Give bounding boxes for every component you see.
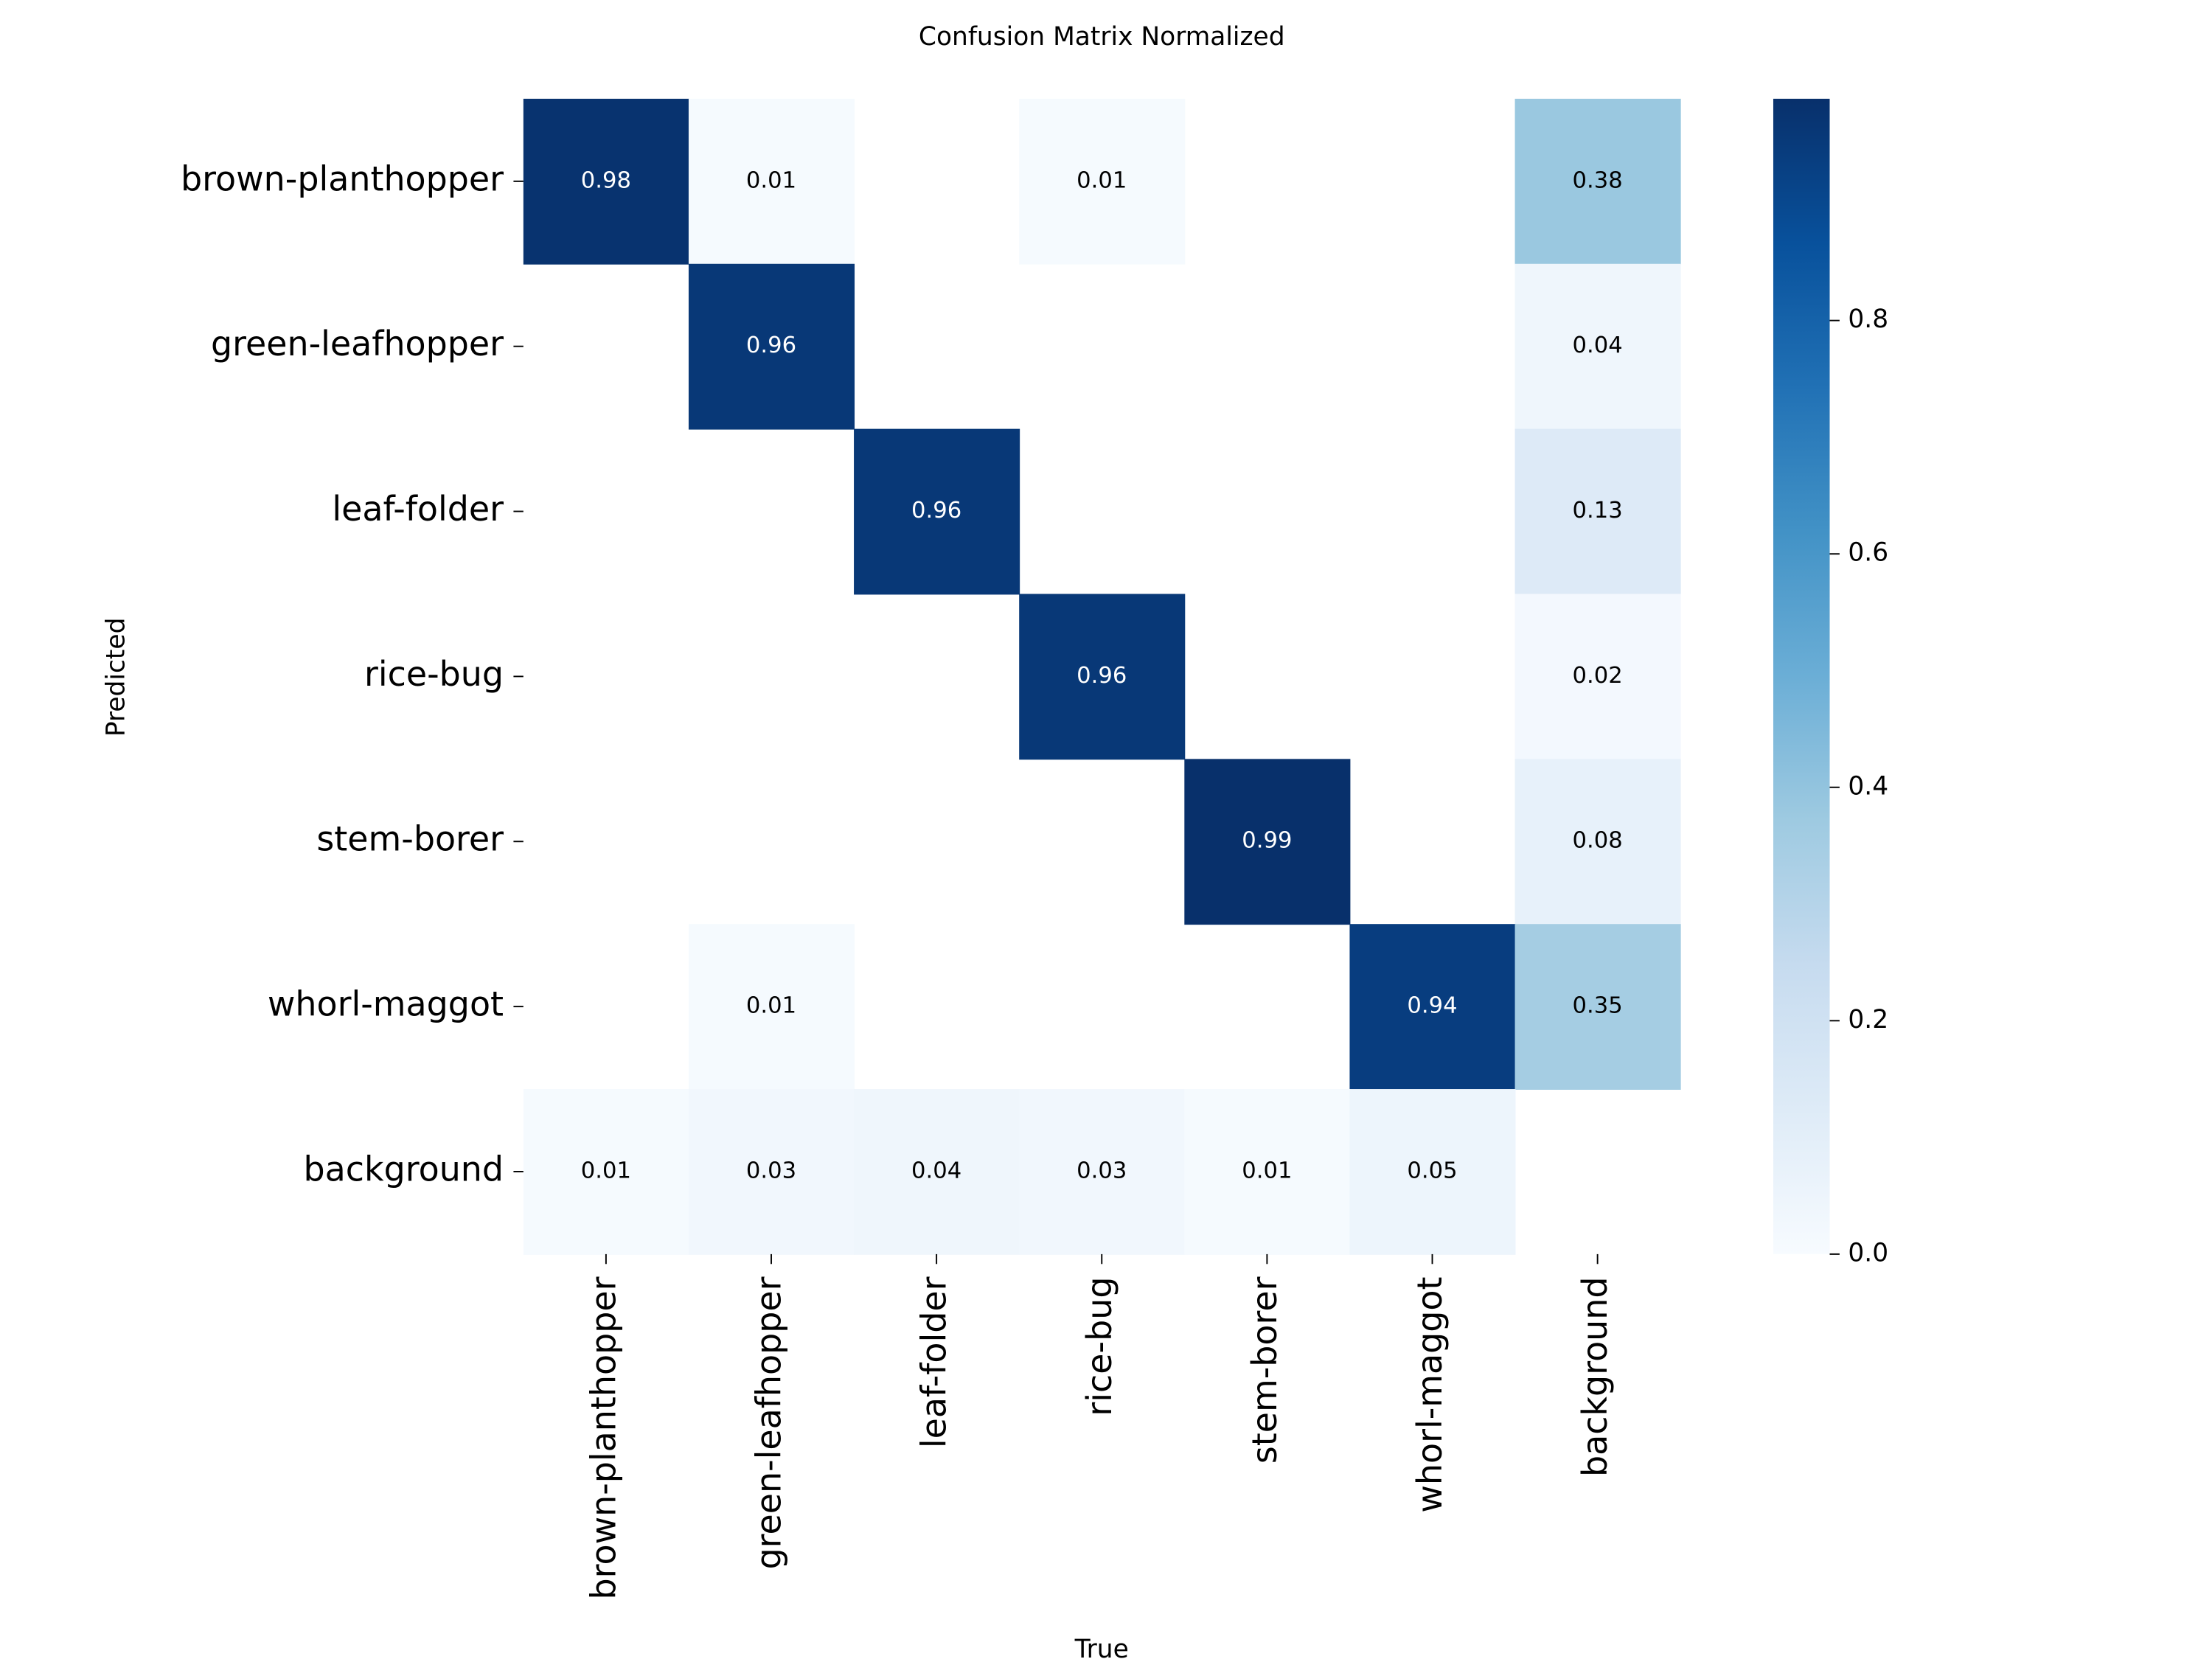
- cell-label: 0.02: [1573, 663, 1623, 689]
- y-tick-label: rice-bug: [364, 654, 504, 694]
- x-axis-label: True: [1074, 1635, 1129, 1659]
- cell-label: 0.03: [746, 1158, 796, 1183]
- cell-label: 0.01: [746, 993, 796, 1019]
- cell-label: 0.99: [1242, 828, 1292, 854]
- colorbar: [1773, 98, 1830, 1254]
- heatmap-cell: [688, 98, 855, 265]
- heatmap-cell: [1514, 759, 1681, 925]
- heatmap-cell: [1184, 1089, 1351, 1255]
- heatmap-cell: [1184, 759, 1351, 925]
- heatmap-cell: [523, 98, 689, 265]
- heatmap-cell: [1349, 924, 1516, 1090]
- heatmap-cell: [1349, 1089, 1516, 1255]
- cell-label: 0.01: [1242, 1158, 1292, 1183]
- x-tick-label: leaf-folder: [914, 1276, 954, 1448]
- cell-label: 0.13: [1573, 498, 1623, 524]
- heatmap-cell: [1514, 924, 1681, 1090]
- heatmap-cell: [1514, 594, 1681, 760]
- heatmap-cell: [854, 1089, 1020, 1255]
- colorbar-tick-label: 0.2: [1848, 1005, 1888, 1034]
- y-tick-label: background: [304, 1149, 504, 1189]
- x-tick-label: green-leafhopper: [749, 1276, 789, 1569]
- cell-label: 0.01: [581, 1158, 631, 1183]
- cell-label: 0.04: [911, 1158, 961, 1183]
- colorbar-tick-label: 0.4: [1848, 771, 1888, 801]
- cell-label: 0.04: [1573, 333, 1623, 358]
- cell-label: 0.01: [1077, 167, 1127, 193]
- chart-title: Confusion Matrix Normalized: [919, 22, 1285, 52]
- heatmap-cell: [1514, 428, 1681, 595]
- y-tick-label: whorl-maggot: [268, 984, 504, 1024]
- y-axis-label: Predicted: [101, 618, 131, 737]
- cell-label: 0.96: [746, 333, 796, 358]
- y-tick-label: green-leafhopper: [211, 324, 504, 364]
- x-tick-label: brown-planthopper: [583, 1276, 623, 1599]
- colorbar-tick-label: 0.8: [1848, 305, 1888, 334]
- cell-label: 0.96: [911, 498, 961, 524]
- heatmap-cell: [688, 924, 855, 1090]
- colorbar-tick-label: 0.6: [1848, 538, 1888, 568]
- y-tick-label: brown-planthopper: [181, 159, 504, 198]
- x-tick-label: rice-bug: [1079, 1277, 1119, 1416]
- cell-label: 0.38: [1573, 167, 1623, 193]
- x-tick-label: background: [1575, 1277, 1615, 1478]
- heatmap-cell: [1514, 263, 1681, 430]
- heatmap-cell: [688, 263, 855, 430]
- y-tick-label: leaf-folder: [332, 489, 504, 529]
- cell-label: 0.05: [1407, 1158, 1457, 1183]
- heatmap-cell: [1019, 594, 1186, 760]
- cell-label: 0.35: [1573, 993, 1623, 1019]
- cell-label: 0.08: [1573, 828, 1623, 854]
- cell-label: 0.01: [746, 167, 796, 193]
- y-tick-label: stem-borer: [316, 819, 504, 859]
- colorbar-tick-label: 0.0: [1848, 1238, 1888, 1267]
- x-tick-label: stem-borer: [1245, 1276, 1284, 1464]
- heatmap-cell: [854, 428, 1020, 595]
- heatmap-cell: [1514, 98, 1681, 265]
- cell-label: 0.94: [1407, 993, 1457, 1019]
- heatmap-cell: [1019, 98, 1186, 265]
- cell-label: 0.96: [1077, 663, 1127, 689]
- cell-label: 0.98: [581, 167, 631, 193]
- heatmap-cell: [1019, 1089, 1186, 1255]
- heatmap-cell: [688, 1089, 855, 1255]
- x-tick-label: whorl-maggot: [1410, 1277, 1450, 1513]
- cell-label: 0.03: [1077, 1158, 1127, 1183]
- heatmap-cell: [523, 1089, 689, 1255]
